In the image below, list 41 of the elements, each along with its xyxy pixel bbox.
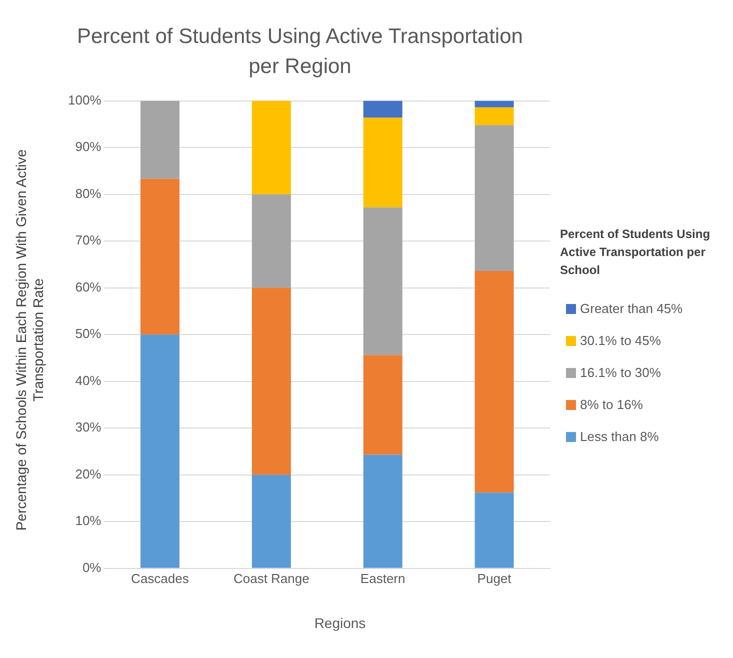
- y-tick-label: 10%: [75, 513, 102, 528]
- x-axis-title: Regions: [313, 615, 367, 631]
- y-tick-label: 30%: [75, 420, 102, 435]
- bar: [140, 334, 180, 568]
- bar: [252, 474, 291, 568]
- x-tick-label: Coast Range: [233, 570, 310, 586]
- legend-label: 30.1% to 45%: [580, 333, 661, 348]
- bar: [140, 178, 180, 335]
- bar: [363, 100, 402, 118]
- bar: [474, 271, 514, 493]
- bar: [252, 100, 291, 194]
- legend-label: Greater than 45%: [580, 301, 683, 316]
- bar: [474, 100, 514, 108]
- bar: [474, 125, 514, 272]
- y-tick-label: 70%: [75, 232, 102, 248]
- y-tick-label: 40%: [75, 372, 102, 388]
- bar: [363, 454, 402, 568]
- chart-title: Percent of Students Using Active Transportation per Region: [76, 24, 524, 80]
- bar: [363, 355, 402, 455]
- y-tick-label: 90%: [75, 139, 102, 154]
- bar: [363, 118, 402, 208]
- y-tick-label: 100%: [68, 92, 102, 108]
- legend-title: Percent of Students Using Active Transportation per School: [560, 226, 712, 279]
- x-tick-label: Eastern: [360, 570, 406, 586]
- bar: [252, 194, 291, 288]
- legend-label: Less than 8%: [580, 429, 659, 444]
- legend-label: 16.1% to 30%: [580, 365, 661, 380]
- y-tick-label: 80%: [75, 186, 102, 201]
- bar: [474, 492, 514, 568]
- x-tick-label: Cascades: [131, 570, 190, 586]
- x-tick-label: Puget: [477, 570, 512, 586]
- y-tick-label: 0%: [82, 560, 102, 575]
- bar: [252, 288, 291, 475]
- y-tick-label: 60%: [75, 279, 102, 294]
- y-axis-title: Percentage of Schools Within Each Region With Given Active Transportation Rate: [13, 148, 47, 533]
- bar: [140, 100, 180, 179]
- bar: [363, 207, 402, 356]
- y-tick-label: 20%: [75, 466, 102, 482]
- bar: [474, 107, 514, 126]
- y-tick-label: 50%: [75, 326, 102, 342]
- legend-label: 8% to 16%: [580, 397, 643, 412]
